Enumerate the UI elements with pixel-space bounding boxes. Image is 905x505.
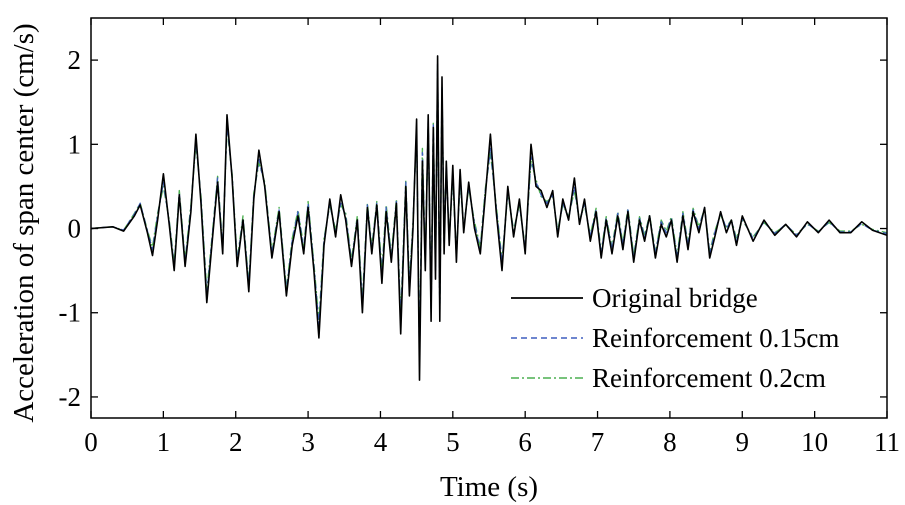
- y-axis-label: Acceleration of span center (cm/s): [8, 23, 40, 422]
- x-tick-label: 3: [301, 427, 315, 457]
- x-tick-label: 5: [446, 427, 460, 457]
- x-tick-label: 9: [736, 427, 750, 457]
- legend-label-0: Original bridge: [592, 283, 758, 313]
- series-line-0: [91, 55, 887, 381]
- series-line-1: [91, 63, 887, 364]
- x-axis-label: Time (s): [440, 471, 538, 503]
- x-tick-label: 7: [591, 427, 605, 457]
- x-tick-label: 10: [801, 427, 828, 457]
- series-line-2: [91, 67, 887, 356]
- y-tick-label: 0: [68, 214, 82, 244]
- x-tick-label: 6: [518, 427, 532, 457]
- x-tick-label: 2: [229, 427, 243, 457]
- plot-frame: [90, 17, 888, 419]
- y-tick-label: 2: [68, 45, 82, 75]
- legend: Original bridge Reinforcement 0.15cm Reinf…: [511, 283, 839, 393]
- y-tick-label: -2: [59, 382, 82, 412]
- y-tick-label: 1: [68, 129, 82, 159]
- x-tick-label: 8: [663, 427, 677, 457]
- x-tick-label: 1: [157, 427, 171, 457]
- legend-label-1: Reinforcement 0.15cm: [592, 323, 839, 353]
- x-tick-label: 11: [874, 427, 900, 457]
- legend-label-2: Reinforcement 0.2cm: [592, 363, 826, 393]
- x-tick-label: 4: [374, 427, 388, 457]
- x-axis-ticks: 0 1 2 3 4 5 6 7 8 9 10 11: [84, 18, 900, 457]
- series-layer: [91, 55, 887, 381]
- x-tick-label: 0: [84, 427, 98, 457]
- y-axis-ticks: -2 -1 0 1 2: [59, 45, 887, 412]
- y-tick-label: -1: [59, 298, 82, 328]
